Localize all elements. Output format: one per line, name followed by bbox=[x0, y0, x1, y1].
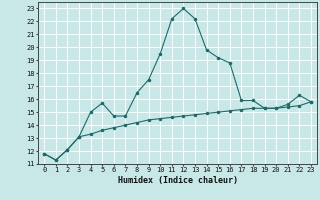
X-axis label: Humidex (Indice chaleur): Humidex (Indice chaleur) bbox=[118, 176, 238, 185]
